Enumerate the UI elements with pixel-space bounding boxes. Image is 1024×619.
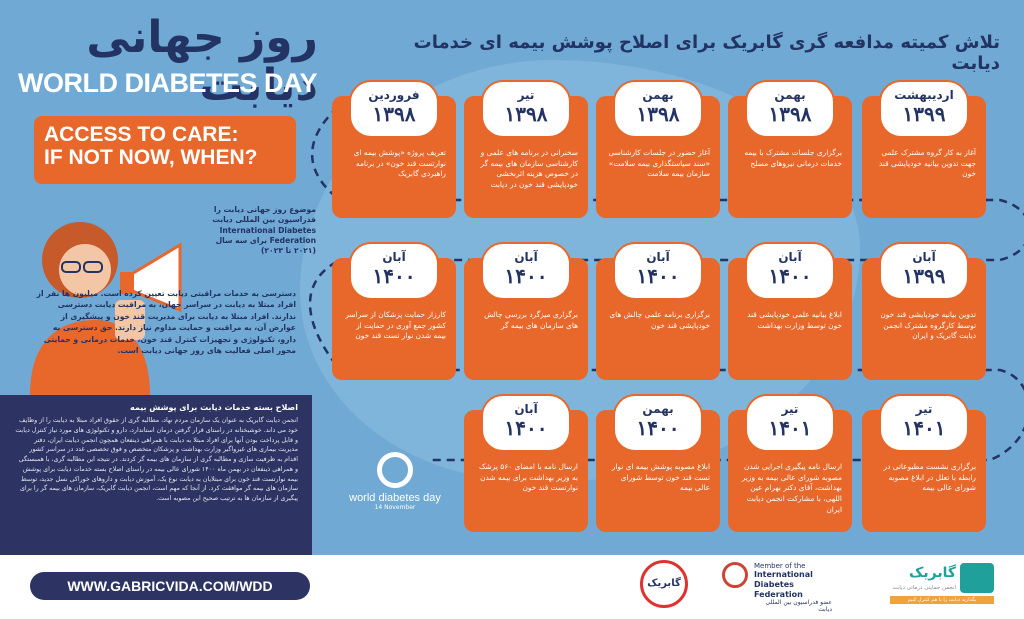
intro-text-a: موضوع روز جهانی دیابت را فدراسیون بین ال… bbox=[212, 205, 316, 255]
website-url-link[interactable]: WWW.GABRICVIDA.COM/WDD bbox=[30, 572, 310, 600]
insurance-heading: اصلاح بسته خدمات دیابت برای پوشش بیمه bbox=[130, 403, 298, 412]
timeline-card: بهمن ۱۳۹۸ برگزاری جلسات مشترک با بیمه خدم… bbox=[728, 80, 852, 218]
date-badge: تیر ۱۴۰۱ bbox=[745, 394, 835, 452]
card-text: ابلاغ مصوبه پوشش بیمه ای نوار تست قند خو… bbox=[611, 462, 710, 493]
date-badge: تیر ۱۳۹۸ bbox=[481, 80, 571, 138]
title-english: WORLD DIABETES DAY bbox=[18, 68, 318, 98]
timeline-card: اردیبهشت ۱۳۹۹ آغاز به کار گروه مشترک علمی… bbox=[862, 80, 986, 218]
card-text: برگزاری برنامه علمی چالش های خودپایشی قن… bbox=[609, 310, 710, 330]
card-text: تدوین بیانیه خودپایشی قند خون توسط کارگر… bbox=[880, 310, 976, 341]
timeline-card: آبان ۱۴۰۰ ابلاغ بیانیه علمی خودپایشی قند … bbox=[728, 242, 852, 380]
gabric-g-icon bbox=[960, 563, 994, 593]
timeline-card: آبان ۱۳۹۹ تدوین بیانیه خودپایشی قند خون ت… bbox=[862, 242, 986, 380]
date-badge: آبان ۱۳۹۹ bbox=[879, 242, 969, 300]
insurance-panel: اصلاح بسته خدمات دیابت برای پوشش بیمه ان… bbox=[0, 395, 312, 555]
card-text: برگزاری نشست مطبوعاتی در رابطه با تعلل د… bbox=[883, 462, 977, 493]
idf-member-logo: Member of the International Diabetes Fede… bbox=[754, 562, 832, 614]
date-badge: آبان ۱۴۰۰ bbox=[481, 394, 571, 452]
card-text: برگزاری میزگرد بررسی چالش های سازمان های… bbox=[484, 310, 578, 330]
gabric-logo: گابریک انجمن حمایتی درمانی دیابت بگذارید… bbox=[890, 563, 1000, 605]
timeline-card: آبان ۱۴۰۰ برگزاری میزگرد بررسی چالش های س… bbox=[464, 242, 588, 380]
card-text: کارزار حمایت پزشکان از سراسر کشور جمع آو… bbox=[345, 310, 446, 341]
date-badge: بهمن ۱۳۹۸ bbox=[745, 80, 835, 138]
date-badge: بهمن ۱۴۰۰ bbox=[613, 394, 703, 452]
timeline-card: آبان ۱۴۰۰ کارزار حمایت پزشکان از سراسر کش… bbox=[332, 242, 456, 380]
card-text: تعریف پروژه «پوشش بیمه ای نوارتست قند خو… bbox=[353, 148, 446, 179]
card-text: ارسال نامه پیگیری اجرایی شدن مصوبه شورای… bbox=[741, 462, 842, 514]
date-badge: تیر ۱۴۰۱ bbox=[879, 394, 969, 452]
card-text: سخنرانی در برنامه های علمی و کارشناسی سا… bbox=[480, 148, 578, 190]
date-badge: آبان ۱۴۰۰ bbox=[349, 242, 439, 300]
timeline-card: آبان ۱۴۰۰ ارسال نامه با امضای ۵۶۰ پزشک به… bbox=[464, 394, 588, 532]
cta-line-1: ACCESS TO CARE: bbox=[44, 123, 239, 146]
blue-circle-icon bbox=[377, 452, 413, 488]
date-badge: بهمن ۱۳۹۸ bbox=[613, 80, 703, 138]
date-badge: اردیبهشت ۱۳۹۹ bbox=[879, 80, 969, 138]
timeline-card: تیر ۱۳۹۸ سخنرانی در برنامه های علمی و کار… bbox=[464, 80, 588, 218]
infographic-canvas: روز جهانی دیابت WORLD DIABETES DAY تلاش … bbox=[0, 0, 1024, 555]
date-badge: آبان ۱۴۰۰ bbox=[481, 242, 571, 300]
cta-line-2: IF NOT NOW, WHEN? bbox=[44, 146, 258, 170]
card-text: برگزاری جلسات مشترک با بیمه خدمات درمانی… bbox=[744, 148, 842, 168]
timeline-card: آبان ۱۴۰۰ برگزاری برنامه علمی چالش های خو… bbox=[596, 242, 720, 380]
title-persian: روز جهانی دیابت bbox=[86, 12, 318, 112]
date-badge: آبان ۱۴۰۰ bbox=[613, 242, 703, 300]
idf-emblem-icon bbox=[722, 562, 748, 588]
intro-text-b: دسترسی به خدمات مراقبتی دیابت تعیین کرده… bbox=[36, 289, 296, 355]
woman-megaphone-illustration bbox=[30, 222, 182, 395]
timeline-card: فروردین ۱۳۹۸ تعریف پروژه «پوشش بیمه ای نو… bbox=[332, 80, 456, 218]
timeline-path bbox=[308, 88, 1024, 462]
headline: تلاش کمیته مدافعه گری گابریک برای اصلاح … bbox=[413, 32, 1000, 74]
gabric-round-logo: گابریک bbox=[640, 560, 688, 608]
insurance-body: انجمن دیابت گابریک به عنوان یک سازمان مر… bbox=[15, 417, 298, 502]
card-text: ابلاغ بیانیه علمی خودپایشی قند خون توسط … bbox=[747, 310, 842, 330]
card-text: ارسال نامه با امضای ۵۶۰ پزشک به وزیر بهد… bbox=[478, 462, 578, 493]
timeline-card: تیر ۱۴۰۱ برگزاری نشست مطبوعاتی در رابطه ب… bbox=[862, 394, 986, 532]
date-badge: آبان ۱۴۰۰ bbox=[745, 242, 835, 300]
timeline-card: تیر ۱۴۰۱ ارسال نامه پیگیری اجرایی شدن مصو… bbox=[728, 394, 852, 532]
date-badge: فروردین ۱۳۹۸ bbox=[349, 80, 439, 138]
world-diabetes-day-logo: world diabetes day 14 November bbox=[330, 452, 460, 511]
card-text: آغاز حضور در جلسات کارشناسی «سند سیاستگذ… bbox=[608, 148, 710, 179]
card-text: آغاز به کار گروه مشترک علمی جهت تدوین بی… bbox=[878, 148, 976, 179]
access-to-care-banner: ACCESS TO CARE: IF NOT NOW, WHEN? bbox=[34, 116, 296, 184]
timeline-card: بهمن ۱۴۰۰ ابلاغ مصوبه پوشش بیمه ای نوار ت… bbox=[596, 394, 720, 532]
timeline-card: بهمن ۱۳۹۸ آغاز حضور در جلسات کارشناسی «سن… bbox=[596, 80, 720, 218]
